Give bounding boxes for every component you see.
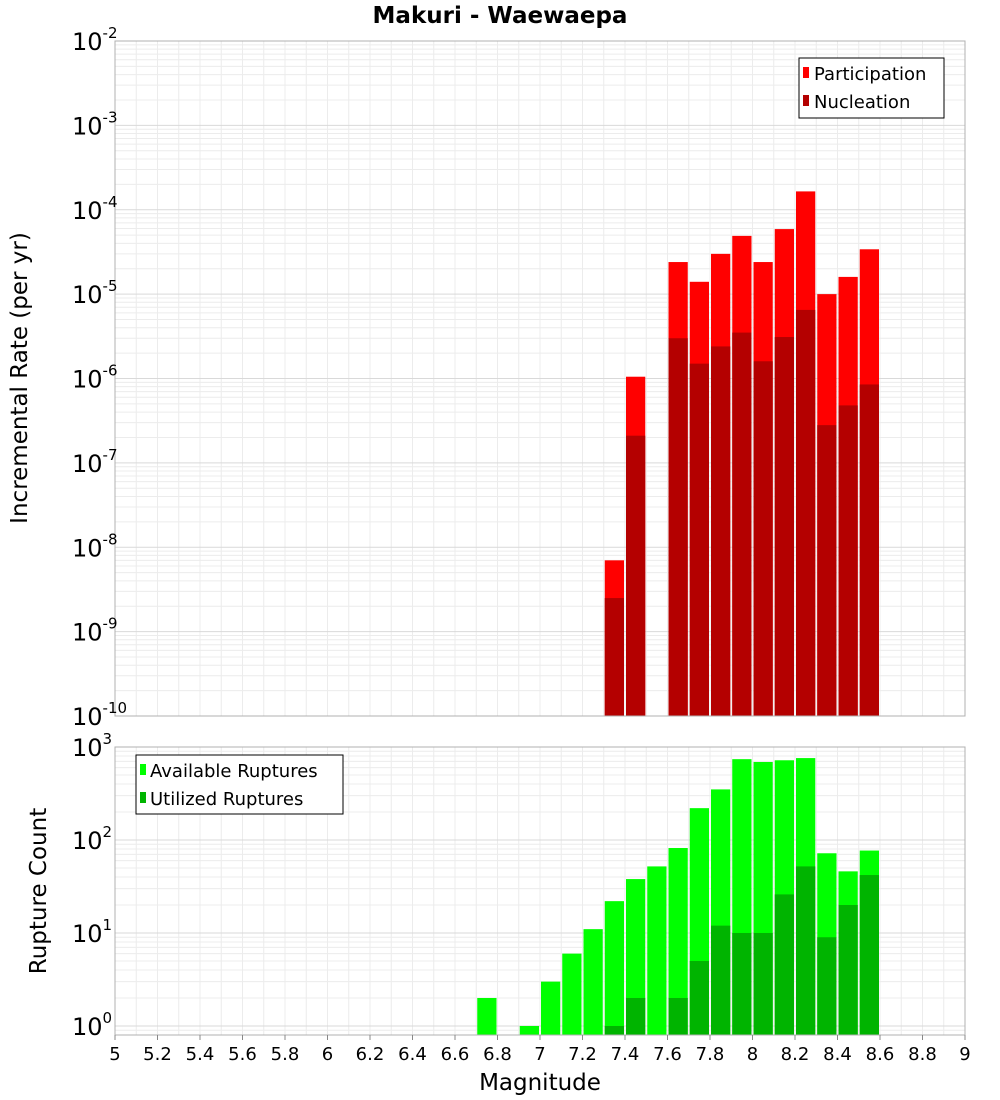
count-bar-available-ruptures [519,1025,539,1035]
count-panel: 103 102 101 100 Rupture Count Available Rup… [26,730,966,1041]
x-tick-label: 8 [747,1044,758,1065]
x-tick-label: 6 [322,1044,333,1065]
utilized-legend-label: Utilized Ruptures [150,789,303,810]
x-tick-label: 8.2 [781,1044,810,1065]
count-bar-utilized-ruptures [604,1025,624,1035]
rate-y-axis-label: Incremental Rate (per yr) [7,232,33,524]
x-tick-label: 5 [109,1044,120,1065]
rate-y-tick-label: 10-3 [72,108,118,140]
rate-grid [114,41,966,717]
x-tick-label: 6.8 [483,1044,512,1065]
count-bar-utilized-ruptures [668,997,688,1035]
x-tick-label: 6.6 [441,1044,470,1065]
count-bar-utilized-ruptures [796,866,816,1035]
count-y-tick-label: 103 [72,730,112,762]
rate-y-tick-label: 10-5 [72,277,118,309]
available-legend-swatch [140,764,146,775]
rate-y-tick-label: 10-10 [72,699,127,731]
nucleation-legend-label: Nucleation [814,92,910,113]
participation-legend-label: Participation [814,64,926,85]
rate-y-tick-label: 10-6 [72,362,118,394]
x-tick-label: 5.6 [228,1044,257,1065]
count-bar-utilized-ruptures [838,904,858,1035]
count-y-tick-label: 100 [72,1009,112,1041]
x-axis-label: Magnitude [479,1070,601,1096]
count-bar-utilized-ruptures [774,894,794,1035]
participation-legend-swatch [803,67,809,78]
count-y-ticks: 103 102 101 100 [72,730,112,1041]
rate-bar-nucleation [817,425,837,716]
rate-y-tick-label: 10-8 [72,530,118,562]
rate-y-tick-label: 10-2 [72,24,118,56]
rate-y-tick-label: 10-4 [72,193,118,225]
rate-bar-nucleation [732,332,752,716]
count-y-tick-label: 102 [72,823,112,855]
rate-bar-nucleation [604,598,624,716]
count-bar-utilized-ruptures [753,932,773,1035]
count-y-tick-label: 101 [72,916,112,948]
rate-bar-nucleation [711,346,731,716]
count-bar-available-ruptures [583,929,603,1035]
rate-plot-border [114,40,966,717]
count-bar-utilized-ruptures [732,932,752,1035]
x-tick-label: 6.4 [398,1044,427,1065]
count-bar-utilized-ruptures [689,960,709,1035]
x-tick-label: 7.8 [696,1044,725,1065]
rate-bar-nucleation [753,361,773,716]
rate-y-tick-label: 10-7 [72,446,118,478]
rate-bar-nucleation [838,405,858,716]
count-bar-available-ruptures [541,981,561,1035]
count-legend: Available Ruptures Utilized Ruptures [135,754,344,815]
count-bar-utilized-ruptures [626,997,646,1035]
nucleation-legend-swatch [803,95,809,106]
rate-legend-box [798,57,945,119]
count-bar-available-ruptures [562,953,582,1035]
x-tick-label: 5.2 [143,1044,172,1065]
count-legend-box [135,754,344,815]
x-tick-label: 7.4 [611,1044,640,1065]
x-tick-label: 5.8 [271,1044,300,1065]
count-y-axis-label: Rupture Count [26,808,52,974]
utilized-legend-swatch [140,792,146,803]
x-tick-label: 9 [959,1044,970,1065]
rate-bar-nucleation [626,435,646,716]
count-bar-available-ruptures [604,901,624,1035]
rate-bar-nucleation [774,337,794,716]
x-tick-label: 6.2 [356,1044,385,1065]
rate-bar-nucleation [796,309,816,716]
x-axis-ticks: 5 5.2 5.4 5.6 5.8 6 6.2 6.4 6.6 6.8 7 7.2 7.4 7.6 7.8 8… [109,1035,971,1065]
count-bar-available-ruptures [477,997,497,1035]
x-tick-label: 5.4 [186,1044,215,1065]
available-legend-label: Available Ruptures [150,761,318,782]
x-tick-label: 8.8 [908,1044,937,1065]
count-bar-utilized-ruptures [859,875,879,1035]
rate-y-tick-label: 10-9 [72,615,118,647]
rate-y-ticks: 10-2 10-3 10-4 10-5 10-6 10-7 10-8 10-9 10-10 [72,24,127,731]
x-tick-label: 8.6 [866,1044,895,1065]
rate-panel: 10-2 10-3 10-4 10-5 10-6 10-7 10-8 10-9 10-10 In… [7,24,966,731]
rate-legend: Participation Nucleation [798,57,945,119]
chart-title: Makuri - Waewaepa [373,3,628,29]
count-bar-available-ruptures [668,848,688,1035]
count-bars [477,758,879,1035]
x-tick-label: 8.4 [823,1044,852,1065]
x-tick-label: 7 [534,1044,545,1065]
count-bar-utilized-ruptures [711,925,731,1035]
x-tick-label: 7.2 [568,1044,597,1065]
rate-bars [604,191,879,717]
x-tick-label: 7.6 [653,1044,682,1065]
count-bar-available-ruptures [647,866,667,1035]
count-bar-available-ruptures [626,879,646,1035]
count-bar-utilized-ruptures [817,937,837,1035]
rate-bar-nucleation [859,384,879,716]
rate-bar-nucleation [668,338,688,716]
rate-bar-nucleation [689,363,709,716]
